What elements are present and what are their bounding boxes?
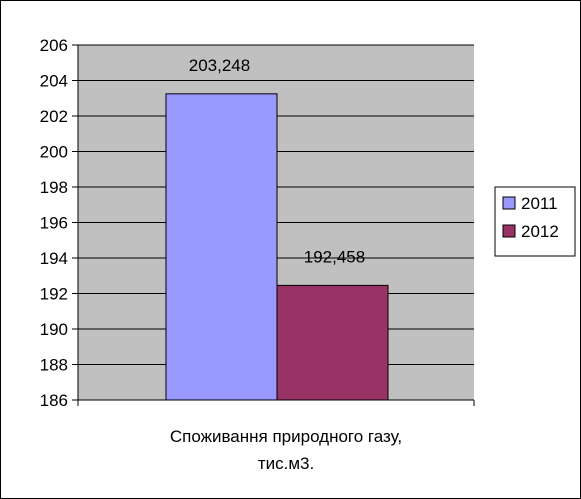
- data-label-2012: 192,458: [304, 247, 365, 266]
- y-tick-label: 198: [40, 178, 68, 197]
- y-tick-label: 200: [40, 143, 68, 162]
- legend: 2011 2012: [494, 186, 576, 257]
- legend-swatch-2012: [502, 224, 516, 238]
- y-tick-label: 192: [40, 285, 68, 304]
- legend-label-2011: 2011: [521, 194, 558, 213]
- y-tick-label: 202: [40, 107, 68, 126]
- x-category-label-line-2: тис.м3.: [258, 454, 314, 473]
- bar-2012: [276, 284, 389, 401]
- legend-label-2012: 2012: [521, 222, 559, 241]
- data-label-2011: 203,248: [189, 56, 250, 75]
- y-tick-label: 188: [40, 356, 68, 375]
- y-tick-label: 186: [40, 391, 68, 410]
- data-labels: 203,248 192,458: [189, 56, 365, 267]
- y-tick-label: 206: [40, 36, 68, 55]
- y-tick-label: 190: [40, 320, 68, 339]
- y-tick-label: 196: [40, 214, 68, 233]
- y-tick-label: 204: [40, 72, 68, 91]
- axes: [77, 45, 475, 406]
- bars: [165, 93, 389, 401]
- bar-2011: [165, 93, 278, 401]
- y-tick-label: 194: [40, 249, 68, 268]
- x-category-label-line-1: Споживання природного газу,: [170, 427, 402, 446]
- y-axis-tick-labels: 186 188 190 192 194 196 198 200 202 204 206: [40, 36, 68, 410]
- legend-swatch-2011: [502, 196, 516, 210]
